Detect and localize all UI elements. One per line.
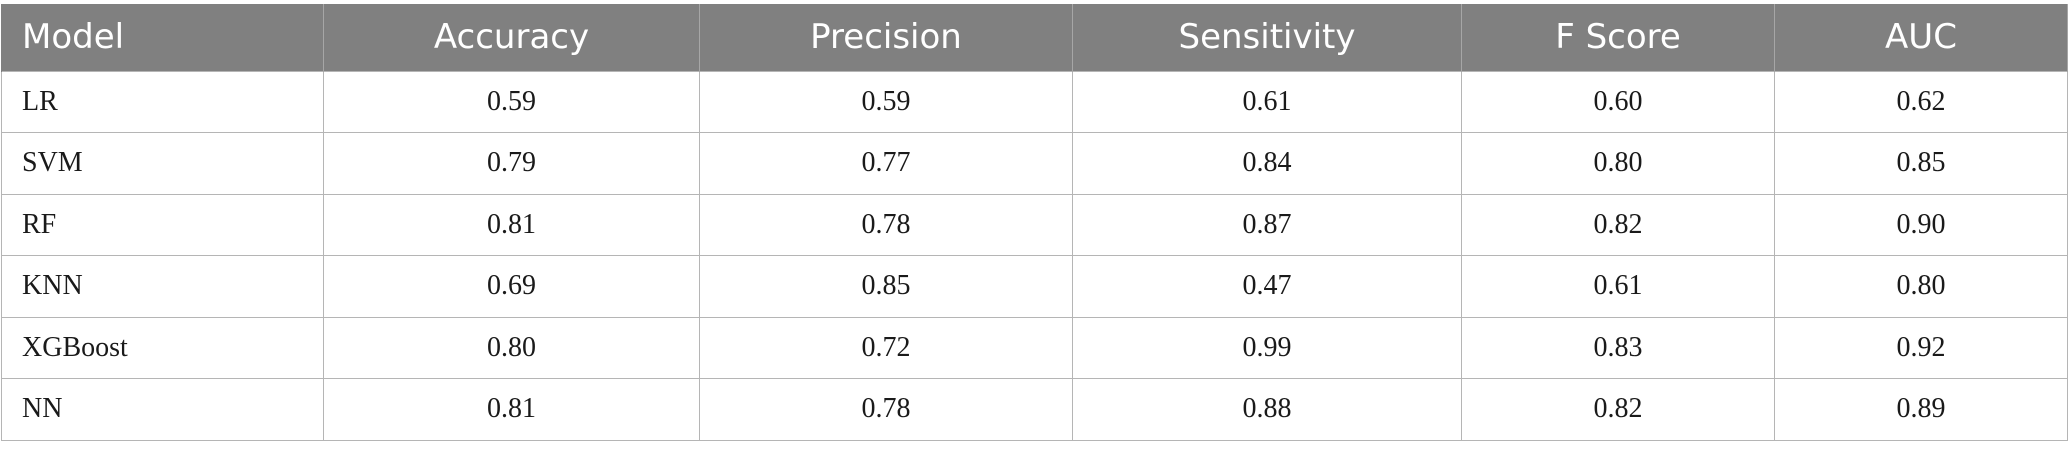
cell-sensitivity: 0.87 xyxy=(1072,193,1462,256)
header-f-score: F Score xyxy=(1461,4,1775,71)
header-accuracy: Accuracy xyxy=(323,4,700,71)
table-container: Model Accuracy Precision Sensitivity F S… xyxy=(0,4,2068,441)
table-row: XGBoost 0.80 0.72 0.99 0.83 0.92 xyxy=(1,316,2068,379)
cell-f-score: 0.61 xyxy=(1461,255,1775,318)
cell-accuracy: 0.59 xyxy=(323,70,700,133)
table-body: LR 0.59 0.59 0.61 0.60 0.62 SVM 0.79 0.7… xyxy=(1,70,2068,441)
cell-sensitivity: 0.84 xyxy=(1072,132,1462,195)
cell-f-score: 0.82 xyxy=(1461,378,1775,441)
cell-f-score: 0.60 xyxy=(1461,70,1775,133)
cell-precision: 0.78 xyxy=(699,378,1073,441)
header-model: Model xyxy=(1,4,324,71)
cell-model: SVM xyxy=(1,132,324,195)
cell-model: XGBoost xyxy=(1,316,324,379)
cell-model: KNN xyxy=(1,255,324,318)
cell-auc: 0.62 xyxy=(1774,70,2068,133)
header-auc: AUC xyxy=(1774,4,2068,71)
header-precision: Precision xyxy=(699,4,1073,71)
table-row: SVM 0.79 0.77 0.84 0.80 0.85 xyxy=(1,132,2068,195)
table-row: KNN 0.69 0.85 0.47 0.61 0.80 xyxy=(1,255,2068,318)
table-row: LR 0.59 0.59 0.61 0.60 0.62 xyxy=(1,70,2068,133)
header-row: Model Accuracy Precision Sensitivity F S… xyxy=(1,4,2068,71)
cell-auc: 0.89 xyxy=(1774,378,2068,441)
cell-sensitivity: 0.99 xyxy=(1072,316,1462,379)
table-row: RF 0.81 0.78 0.87 0.82 0.90 xyxy=(1,193,2068,256)
cell-f-score: 0.82 xyxy=(1461,193,1775,256)
cell-auc: 0.92 xyxy=(1774,316,2068,379)
cell-sensitivity: 0.88 xyxy=(1072,378,1462,441)
cell-sensitivity: 0.61 xyxy=(1072,70,1462,133)
cell-auc: 0.90 xyxy=(1774,193,2068,256)
cell-precision: 0.72 xyxy=(699,316,1073,379)
cell-precision: 0.59 xyxy=(699,70,1073,133)
cell-accuracy: 0.80 xyxy=(323,316,700,379)
table-row: NN 0.81 0.78 0.88 0.82 0.89 xyxy=(1,378,2068,441)
cell-auc: 0.80 xyxy=(1774,255,2068,318)
header-sensitivity: Sensitivity xyxy=(1072,4,1462,71)
cell-precision: 0.78 xyxy=(699,193,1073,256)
cell-model: RF xyxy=(1,193,324,256)
cell-accuracy: 0.81 xyxy=(323,193,700,256)
cell-precision: 0.85 xyxy=(699,255,1073,318)
cell-accuracy: 0.69 xyxy=(323,255,700,318)
cell-model: NN xyxy=(1,378,324,441)
table-header: Model Accuracy Precision Sensitivity F S… xyxy=(1,4,2068,71)
cell-accuracy: 0.81 xyxy=(323,378,700,441)
cell-auc: 0.85 xyxy=(1774,132,2068,195)
model-metrics-table: Model Accuracy Precision Sensitivity F S… xyxy=(1,4,2068,441)
cell-f-score: 0.83 xyxy=(1461,316,1775,379)
cell-precision: 0.77 xyxy=(699,132,1073,195)
cell-model: LR xyxy=(1,70,324,133)
cell-f-score: 0.80 xyxy=(1461,132,1775,195)
cell-sensitivity: 0.47 xyxy=(1072,255,1462,318)
cell-accuracy: 0.79 xyxy=(323,132,700,195)
